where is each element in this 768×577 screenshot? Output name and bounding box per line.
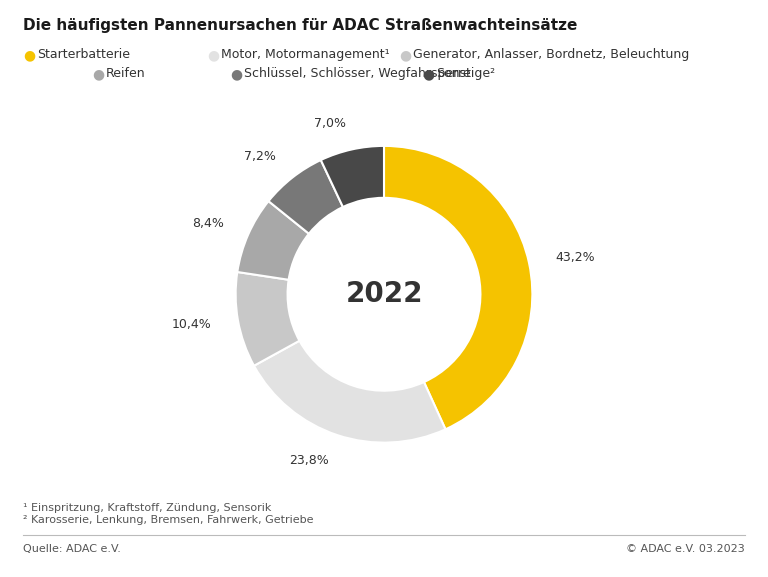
Text: Generator, Anlasser, Bordnetz, Beleuchtung: Generator, Anlasser, Bordnetz, Beleuchtu… — [413, 48, 690, 61]
Wedge shape — [384, 146, 532, 429]
Text: 23,8%: 23,8% — [289, 454, 329, 467]
Wedge shape — [237, 201, 309, 280]
Text: 10,4%: 10,4% — [172, 319, 212, 331]
Text: Reifen: Reifen — [106, 68, 146, 80]
Text: Sonstige²: Sonstige² — [436, 68, 495, 80]
Text: 2022: 2022 — [346, 280, 422, 308]
Text: ●: ● — [92, 67, 104, 81]
Wedge shape — [269, 160, 343, 234]
Text: 8,4%: 8,4% — [192, 217, 223, 230]
Text: Die häufigsten Pannenursachen für ADAC Straßenwachteinsätze: Die häufigsten Pannenursachen für ADAC S… — [23, 18, 578, 33]
Text: Schlüssel, Schlösser, Wegfahrsperre: Schlüssel, Schlösser, Wegfahrsperre — [244, 68, 471, 80]
Text: ●: ● — [230, 67, 243, 81]
Text: ●: ● — [207, 48, 220, 62]
Text: © ADAC e.V. 03.2023: © ADAC e.V. 03.2023 — [626, 544, 745, 554]
Text: 7,2%: 7,2% — [244, 150, 276, 163]
Wedge shape — [236, 272, 300, 366]
Wedge shape — [321, 146, 384, 207]
Wedge shape — [254, 341, 445, 443]
Text: Starterbatterie: Starterbatterie — [37, 48, 130, 61]
Text: ●: ● — [23, 48, 35, 62]
Text: Quelle: ADAC e.V.: Quelle: ADAC e.V. — [23, 544, 121, 554]
Text: Motor, Motormanagement¹: Motor, Motormanagement¹ — [221, 48, 390, 61]
Text: ●: ● — [399, 48, 412, 62]
Text: ² Karosserie, Lenkung, Bremsen, Fahrwerk, Getriebe: ² Karosserie, Lenkung, Bremsen, Fahrwerk… — [23, 515, 313, 524]
Text: 43,2%: 43,2% — [555, 250, 594, 264]
Text: ●: ● — [422, 67, 435, 81]
Text: ¹ Einspritzung, Kraftstoff, Zündung, Sensorik: ¹ Einspritzung, Kraftstoff, Zündung, Sen… — [23, 503, 271, 513]
Text: 7,0%: 7,0% — [314, 117, 346, 130]
